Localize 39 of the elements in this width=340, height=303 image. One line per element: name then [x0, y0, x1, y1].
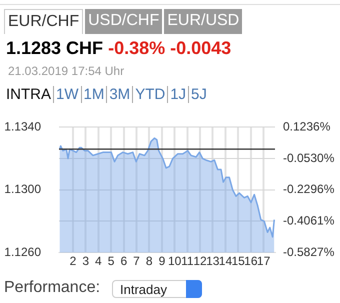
x-tick-label: 6 [120, 254, 128, 268]
x-tick-label: 8 [146, 254, 153, 268]
x-tick-label: 3 [82, 254, 90, 268]
text: 1W [53, 86, 78, 103]
text: 1.1283 CHF [6, 38, 104, 58]
text: Performance: [4, 279, 100, 297]
x-tick-label: 7 [133, 254, 140, 268]
x-tick-label: 12 [193, 254, 208, 268]
y2-tick-label: -0.0530% [283, 150, 335, 165]
y-tick-label: 1.1300 [4, 182, 42, 196]
y-tick-label: 1.1260 [4, 244, 42, 259]
text: YTD [132, 86, 166, 103]
y2-tick-label: -0.2296% [283, 182, 335, 196]
x-tick-label: 11 [181, 254, 194, 268]
y-tick-label: 1.1340 [4, 120, 42, 134]
y2-tick-label: -0.4061% [283, 214, 335, 228]
x-tick-label: 4 [95, 254, 102, 268]
text: 3M [106, 86, 130, 103]
x-tick-label: 17 [256, 254, 271, 268]
text: 21.03.2019 17:54 Uhr [8, 64, 124, 78]
text: Intraday [112, 280, 202, 298]
text: EUR/CHF [4, 9, 84, 34]
x-tick-label: 16 [244, 254, 258, 268]
y2-tick-label: 0.1236% [283, 120, 331, 134]
x-tick-label: 14 [218, 254, 232, 268]
x-tick-label: 9 [158, 254, 166, 268]
text: EUR/USD [164, 9, 242, 34]
x-tick-label: 15 [231, 254, 246, 268]
text: USD/CHF [85, 9, 162, 34]
text: 1J [167, 86, 186, 103]
x-tick-label: 13 [206, 254, 220, 268]
x-tick-label: 2 [70, 254, 77, 268]
text: 1M [80, 86, 104, 103]
text: 5J [188, 86, 207, 103]
text: -0.38% -0.0043 [108, 38, 232, 58]
x-tick-label: 5 [108, 254, 115, 268]
y2-tick-label: -0.5827% [283, 244, 335, 259]
x-tick-label: 10 [168, 254, 182, 268]
text: INTRA [6, 86, 51, 103]
